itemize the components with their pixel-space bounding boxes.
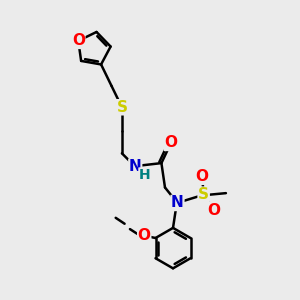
Text: S: S [198, 187, 209, 202]
Text: O: O [164, 135, 177, 150]
Text: O: O [72, 33, 85, 48]
Text: N: N [129, 159, 142, 174]
Text: H: H [139, 168, 151, 182]
Text: S: S [116, 100, 128, 115]
Text: O: O [208, 202, 220, 217]
Text: N: N [171, 195, 184, 210]
Text: O: O [196, 169, 208, 184]
Text: O: O [138, 228, 151, 243]
